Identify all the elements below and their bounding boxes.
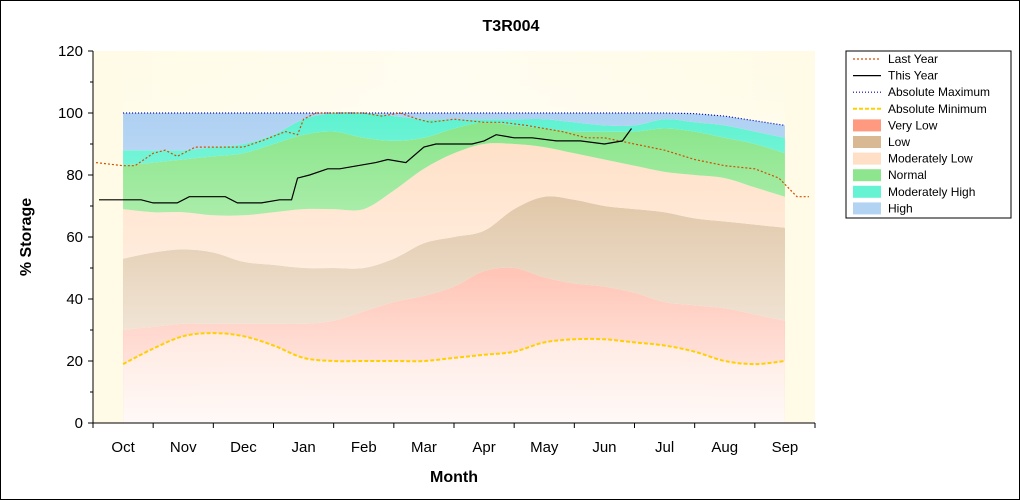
legend-label-moderately-high: Moderately High [888, 185, 975, 199]
y-tick-label: 0 [75, 415, 83, 432]
x-tick-label: Feb [351, 439, 377, 456]
legend-label-last-year: Last Year [888, 52, 938, 66]
legend-swatch-low [853, 136, 881, 148]
legend-label-absolute-maximum: Absolute Maximum [888, 85, 990, 99]
axes: 0 20 40 60 80 100 120 Oct Nov Dec Jan Feb Mar Apr May J… [58, 43, 816, 456]
x-tick-label: Apr [472, 439, 495, 456]
legend-label-low: Low [888, 135, 910, 149]
legend-label-absolute-minimum: Absolute Minimum [888, 102, 987, 116]
legend-label-high: High [888, 201, 913, 215]
x-tick-label: Jul [655, 439, 674, 456]
y-tick-label: 120 [58, 43, 83, 60]
x-tick-label: Oct [111, 439, 135, 456]
x-tick-label: May [530, 439, 559, 456]
x-tick-label: Aug [711, 439, 738, 456]
x-tick-label: Jan [291, 439, 315, 456]
legend-swatch-moderately-high [853, 185, 881, 198]
fade-overlay [123, 51, 785, 423]
x-tick-label: Jun [592, 439, 616, 456]
series-lines [95, 112, 809, 366]
x-axis-label: Month [430, 469, 478, 486]
legend-label-very-low: Very Low [888, 118, 938, 132]
legend-label-moderately-low: Moderately Low [888, 152, 973, 166]
x-tick-label: Nov [170, 439, 197, 456]
legend-label-this-year: This Year [888, 69, 938, 83]
y-tick-label: 40 [66, 291, 83, 308]
legend-swatch-normal [853, 169, 881, 182]
legend-swatch-very-low [853, 119, 881, 132]
y-tick-label: 60 [66, 229, 83, 246]
x-tick-label: Mar [411, 439, 437, 456]
y-axis-label: % Storage [18, 198, 35, 276]
y-tick-label: 100 [58, 105, 83, 122]
legend-label-normal: Normal [888, 168, 927, 182]
y-tick-label: 20 [66, 353, 83, 370]
x-tick-label: Sep [772, 439, 799, 456]
legend: Last Year This Year Absolute Maximum Absolu… [845, 50, 1012, 219]
chart-title: T3R004 [483, 18, 540, 35]
line-this-year [99, 128, 632, 204]
legend-swatch-high [853, 202, 881, 215]
legend-swatch-moderately-low [853, 152, 881, 165]
x-tick-label: Dec [230, 439, 257, 456]
y-tick-label: 80 [66, 167, 83, 184]
line-last-year [95, 112, 809, 198]
